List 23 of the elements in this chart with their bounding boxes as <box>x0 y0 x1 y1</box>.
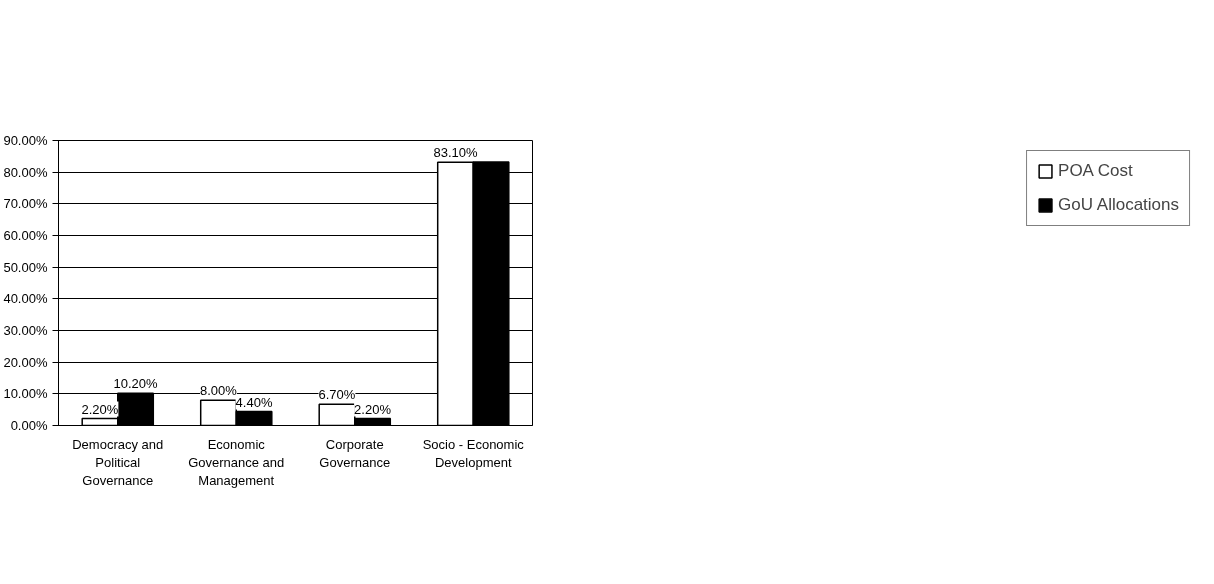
y-tick-label: 20.00% <box>3 354 48 370</box>
x-tick-label: Economic Governance and Management <box>188 436 285 488</box>
x-tick-label: Democracy and Political Governance <box>72 436 164 488</box>
data-label: 6.70% <box>318 387 356 403</box>
y-tick-label: 40.00% <box>3 291 48 307</box>
data-label: 4.40% <box>235 394 273 410</box>
y-tick-label: 90.00% <box>3 133 48 148</box>
y-tick-label: 30.00% <box>3 323 48 338</box>
y-tick-label: 80.00% <box>3 164 48 180</box>
y-tick-label: 70.00% <box>3 196 48 212</box>
legend-label: POA Cost <box>1058 161 1133 181</box>
y-tick-label: 50.00% <box>3 259 48 275</box>
x-tick-label: Corporate Governance <box>319 436 391 470</box>
data-label: 8.00% <box>200 383 238 399</box>
data-label: 10.20% <box>113 376 159 392</box>
y-tick-label: 10.00% <box>3 386 48 402</box>
legend-label: GoU Allocations <box>1058 195 1179 215</box>
y-tick-label: 0.00% <box>10 418 48 433</box>
data-label: 2.20% <box>354 401 392 417</box>
data-label: 83.10% <box>433 145 478 161</box>
data-label: 2.20% <box>81 401 119 417</box>
y-tick-label: 60.00% <box>3 228 48 243</box>
x-tick-label: Socio - Economic Development <box>422 436 525 470</box>
